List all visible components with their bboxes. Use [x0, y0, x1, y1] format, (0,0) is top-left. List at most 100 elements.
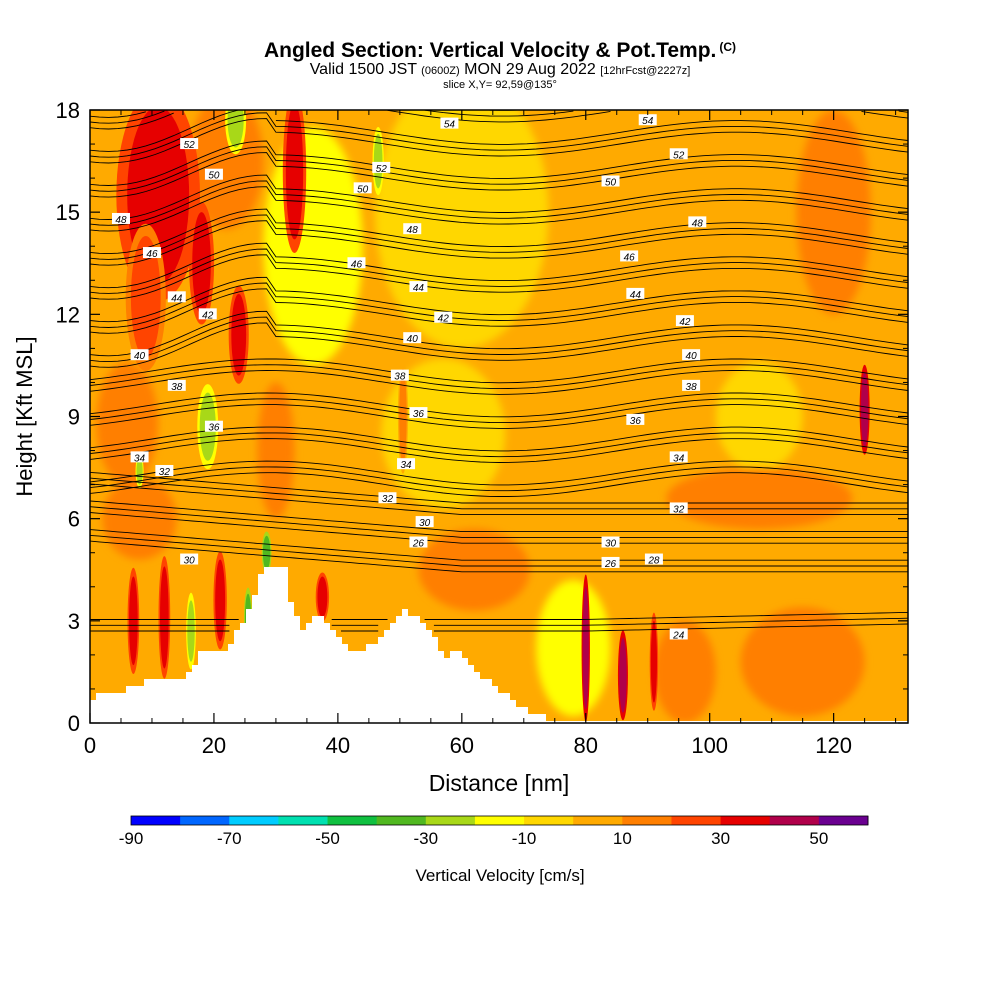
- isentrope-label-bg: [204, 420, 223, 432]
- isentrope-label-26: 44: [409, 281, 428, 294]
- x-tick-label: 80: [574, 733, 598, 758]
- chart-title: Angled Section: Vertical Velocity & Pot.…: [0, 36, 1000, 62]
- y-tick-label: 9: [68, 405, 80, 430]
- isentrope-label-8: 32: [669, 502, 688, 515]
- isentrope-label-text: 46: [146, 249, 158, 260]
- isentrope-label-33: 48: [688, 216, 707, 229]
- isentrope-label-35: 50: [353, 182, 372, 195]
- colorbar-swatch-14: [818, 816, 869, 825]
- colorbar-tick-label: -70: [217, 829, 242, 848]
- x-tick-label: 120: [815, 733, 852, 758]
- isentrope-label-27: 44: [626, 287, 645, 301]
- isentrope-label-17: 38: [390, 369, 409, 383]
- isentrope-label-22: 42: [198, 308, 217, 321]
- isentrope-label-bg: [390, 369, 409, 381]
- isentrope-label-text: 48: [692, 218, 704, 229]
- downdraft-cell-0: [225, 110, 247, 155]
- x-tick-label: 0: [84, 733, 96, 758]
- isentrope-label-31: 48: [111, 212, 130, 226]
- isentrope-label-text: 28: [647, 556, 660, 567]
- field-band-3: [715, 362, 803, 471]
- updraft-cell-core: [285, 110, 304, 240]
- x-tick-label: 60: [450, 733, 474, 758]
- isentrope-label-text: 50: [208, 171, 220, 182]
- isentrope-label-text: 26: [412, 539, 425, 550]
- isentrope-label-38: 52: [372, 161, 391, 175]
- isentrope-30-0: [90, 483, 908, 516]
- updraft-cell-5: [127, 567, 140, 674]
- field-band-12: [189, 110, 264, 230]
- isentrope-label-9: 32: [155, 464, 174, 478]
- isentrope-label-39: 52: [669, 148, 688, 161]
- updraft-cell-core: [215, 559, 226, 642]
- isentrope-label-bg: [409, 407, 428, 419]
- isentrope-label-bg: [111, 212, 130, 224]
- updraft-cell-core: [231, 293, 247, 376]
- isentrope-label-34: 50: [204, 168, 223, 182]
- isentrope-36-0: [90, 404, 908, 429]
- updraft-cell-core: [129, 576, 138, 666]
- isentrope-label-bg: [626, 287, 645, 299]
- isentrope-46-0: [90, 220, 908, 266]
- isentrope-label-text: 38: [394, 372, 406, 383]
- isentrope-48-0: [90, 186, 908, 232]
- x-tick-label: 20: [202, 733, 226, 758]
- isentrope-label-text: 44: [171, 293, 183, 304]
- isentrope-label-0: 24: [669, 628, 688, 641]
- isentrope-44-2: [90, 242, 908, 289]
- isentrope-label-text: 32: [673, 504, 685, 515]
- isentrope-label-6: 30: [180, 553, 199, 567]
- isentrope-34-2: [90, 426, 908, 452]
- isentrope-46-1: [90, 214, 908, 260]
- valid-utc: (0600Z): [421, 65, 460, 77]
- updraft-cell-core: [160, 566, 169, 669]
- isentrope-label-text: 46: [624, 252, 636, 263]
- y-tick-label: 6: [68, 507, 80, 532]
- isentrope-label-bg: [198, 308, 217, 320]
- colorbar-swatch-0: [131, 816, 181, 825]
- isentrope-label-bg: [167, 291, 186, 303]
- y-tick-label: 15: [56, 200, 80, 225]
- isentrope-label-29: 46: [347, 257, 366, 270]
- isentrope-label-bg: [669, 628, 688, 640]
- colorbar: -90 -70 -50 -30 -10 10 30 50 Vertical Velocity […: [119, 815, 869, 885]
- colorbar-swatch-3: [278, 816, 329, 825]
- isentrope-label-text: 50: [605, 178, 617, 189]
- isentrope-label-23: 42: [434, 311, 453, 325]
- isentrope-label-bg: [403, 332, 422, 344]
- isentrope-label-10: 34: [130, 451, 149, 464]
- isentrope-label-bg: [180, 138, 199, 150]
- isentrope-label-30: 46: [620, 250, 639, 263]
- isentrope-34-0: [90, 438, 908, 463]
- isentrope-label-25: 44: [167, 291, 186, 304]
- isentrope-label-bg: [415, 516, 434, 528]
- colorbar-tick-label: -30: [414, 829, 439, 848]
- isentrope-44-0: [90, 254, 908, 300]
- updraft-cell-core: [619, 637, 627, 713]
- isentrope-label-text: 38: [686, 382, 698, 393]
- isentrope-label-37: 52: [180, 138, 199, 151]
- isentrope-label-bg: [130, 349, 149, 361]
- field-band-6: [536, 579, 611, 717]
- x-tick-label: 40: [326, 733, 350, 758]
- isentrope-label-bg: [440, 117, 459, 129]
- updraft-cell-core: [650, 620, 658, 703]
- isentrope-label-text: 36: [413, 409, 425, 420]
- isentrope-label-bg: [180, 553, 199, 565]
- isentrope-label-text: 36: [208, 423, 220, 434]
- isentrope-labels: 24 26 26 30 30 28 30 32 32 32 34 34 34 36 36 36 38 38 38 40…: [111, 114, 707, 641]
- isentrope-30-2: [90, 471, 908, 504]
- updraft-cell-core: [192, 212, 211, 315]
- isentrope-48-1: [90, 180, 908, 226]
- colorbar-swatch-11: [671, 816, 722, 825]
- isentrope-lines: [90, 110, 908, 632]
- title-block: Angled Section: Vertical Velocity & Pot.…: [0, 36, 1000, 91]
- isentrope-label-32: 48: [403, 223, 422, 236]
- isentrope-label-4: 30: [601, 536, 620, 550]
- colorbar-swatch-7: [474, 816, 525, 825]
- isentrope-28-1: [90, 506, 908, 538]
- isentrope-label-3: 30: [415, 516, 434, 529]
- colorbar-swatch-2: [229, 816, 279, 825]
- field-band-7: [418, 528, 530, 611]
